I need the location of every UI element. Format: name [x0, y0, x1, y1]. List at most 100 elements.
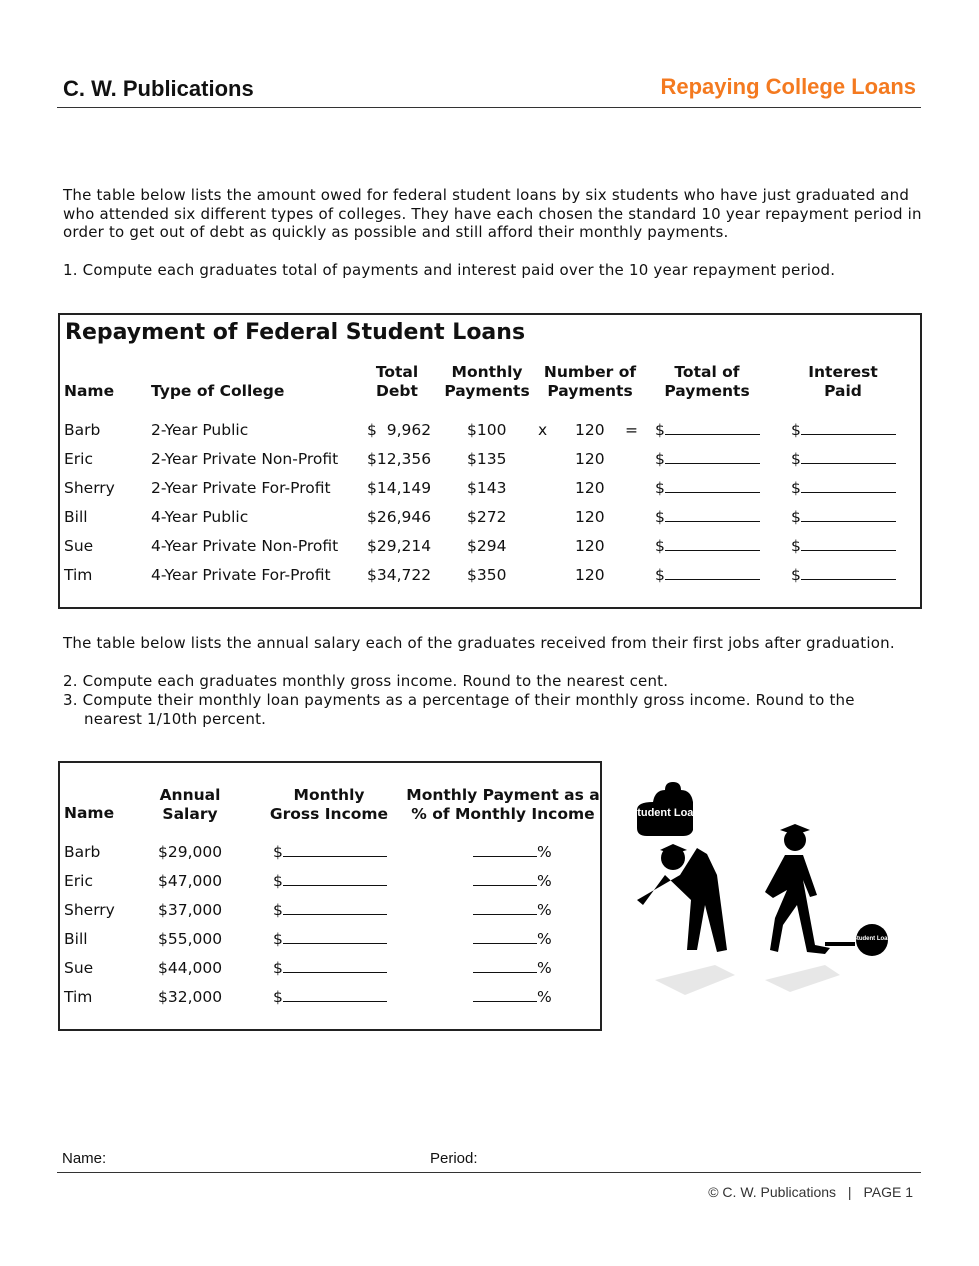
dollar-sign: $ [791, 566, 801, 584]
row-number-payments: 120 [575, 479, 605, 497]
total-payments-answer-field[interactable]: $ [655, 421, 760, 439]
burdened-student-figure [637, 782, 727, 952]
row-college-type: 4-Year Private For-Profit [151, 566, 331, 584]
header-payment-percent: Monthly Payment as a % of Monthly Income [406, 786, 600, 823]
answer-blank[interactable] [282, 960, 387, 973]
row-monthly-payment: $272 [467, 508, 507, 526]
footer-separator: | [847, 1184, 852, 1200]
footer-divider [57, 1172, 921, 1173]
answer-blank[interactable] [800, 567, 896, 580]
answer-blank[interactable] [800, 422, 896, 435]
row-monthly-payment: $143 [467, 479, 507, 497]
total-payments-answer-field[interactable]: $ [655, 450, 760, 468]
dollar-sign: $ [655, 537, 665, 555]
dollar-sign: $ [791, 421, 801, 439]
header-total-payments: Total of Payments [664, 363, 750, 400]
copyright: © C. W. Publications [708, 1184, 837, 1200]
row-name: Bill [64, 508, 88, 526]
answer-blank[interactable] [282, 902, 387, 915]
percent-answer-field[interactable]: % [473, 843, 552, 861]
row-monthly-payment: $294 [467, 537, 507, 555]
monthly-gross-answer-field[interactable]: $ [273, 843, 387, 861]
answer-blank[interactable] [800, 451, 896, 464]
percent-answer-field[interactable]: % [473, 988, 552, 1006]
answer-blank[interactable] [282, 873, 387, 886]
dollar-sign: $ [273, 988, 283, 1006]
percent-answer-field[interactable]: % [473, 930, 552, 948]
row-number-payments: 120 [575, 421, 605, 439]
intro-paragraph: The table below lists the amount owed fo… [63, 186, 922, 241]
answer-blank[interactable] [664, 567, 760, 580]
interest-paid-answer-field[interactable]: $ [791, 508, 896, 526]
dollar-sign: $ [791, 479, 801, 497]
row-number-payments: 120 [575, 566, 605, 584]
question-1: 1. Compute each graduates total of payme… [63, 261, 836, 279]
student-loan-illustration: Student Loan Student Loan [630, 782, 891, 995]
answer-blank[interactable] [473, 989, 537, 1002]
header-divider [57, 107, 921, 108]
dollar-sign: $ [791, 450, 801, 468]
row-name: Tim [64, 566, 93, 584]
interest-paid-answer-field[interactable]: $ [791, 566, 896, 584]
interest-paid-answer-field[interactable]: $ [791, 479, 896, 497]
percent-sign: % [537, 843, 552, 861]
monthly-gross-answer-field[interactable]: $ [273, 872, 387, 890]
row-college-type: 2-Year Private Non-Profit [151, 450, 339, 468]
monthly-gross-answer-field[interactable]: $ [273, 930, 387, 948]
row-name: Sue [64, 537, 94, 555]
dollar-sign: $ [791, 537, 801, 555]
monthly-gross-answer-field[interactable]: $ [273, 901, 387, 919]
answer-blank[interactable] [800, 538, 896, 551]
page-footer: © C. W. Publications | PAGE 1 [708, 1184, 913, 1200]
dollar-sign: $ [273, 872, 283, 890]
interest-paid-answer-field[interactable]: $ [791, 421, 896, 439]
total-payments-answer-field[interactable]: $ [655, 479, 760, 497]
total-payments-answer-field[interactable]: $ [655, 537, 760, 555]
percent-answer-field[interactable]: % [473, 959, 552, 977]
interest-paid-answer-field[interactable]: $ [791, 450, 896, 468]
answer-blank[interactable] [664, 451, 760, 464]
dollar-sign: $ [273, 930, 283, 948]
row-name: Barb [64, 843, 101, 861]
percent-answer-field[interactable]: % [473, 872, 552, 890]
answer-blank[interactable] [282, 989, 387, 1002]
answer-blank[interactable] [800, 509, 896, 522]
answer-blank[interactable] [664, 509, 760, 522]
row-monthly-payment: $135 [467, 450, 507, 468]
row-number-payments: 120 [575, 537, 605, 555]
answer-blank[interactable] [664, 422, 760, 435]
interest-paid-answer-field[interactable]: $ [791, 537, 896, 555]
answer-blank[interactable] [473, 931, 537, 944]
answer-blank[interactable] [664, 480, 760, 493]
times-sign: x [538, 421, 548, 439]
header-monthly: Monthly Payments [444, 363, 530, 400]
row-annual-salary: $44,000 [158, 959, 223, 977]
dollar-sign: $ [655, 450, 665, 468]
answer-blank[interactable] [282, 844, 387, 857]
answer-blank[interactable] [473, 960, 537, 973]
header-total-debt: Total Debt [375, 363, 419, 400]
question-2: 2. Compute each graduates monthly gross … [63, 672, 669, 690]
row-total-debt: $14,149 [367, 479, 432, 497]
monthly-gross-answer-field[interactable]: $ [273, 988, 387, 1006]
dollar-sign: $ [273, 843, 283, 861]
answer-blank[interactable] [282, 931, 387, 944]
answer-blank[interactable] [664, 538, 760, 551]
total-payments-answer-field[interactable]: $ [655, 508, 760, 526]
dollar-sign: $ [273, 901, 283, 919]
answer-blank[interactable] [800, 480, 896, 493]
bag-label: Student Loan [630, 807, 701, 819]
monthly-gross-answer-field[interactable]: $ [273, 959, 387, 977]
row-name: Eric [64, 872, 93, 890]
row-name: Sherry [64, 901, 115, 919]
row-annual-salary: $55,000 [158, 930, 223, 948]
total-payments-answer-field[interactable]: $ [655, 566, 760, 584]
row-total-debt: $ 9,962 [367, 421, 432, 439]
answer-blank[interactable] [473, 902, 537, 915]
answer-blank[interactable] [473, 844, 537, 857]
header-monthly-gross: Monthly Gross Income [269, 786, 389, 823]
dollar-sign: $ [655, 421, 665, 439]
percent-answer-field[interactable]: % [473, 901, 552, 919]
answer-blank[interactable] [473, 873, 537, 886]
dollar-sign: $ [273, 959, 283, 977]
